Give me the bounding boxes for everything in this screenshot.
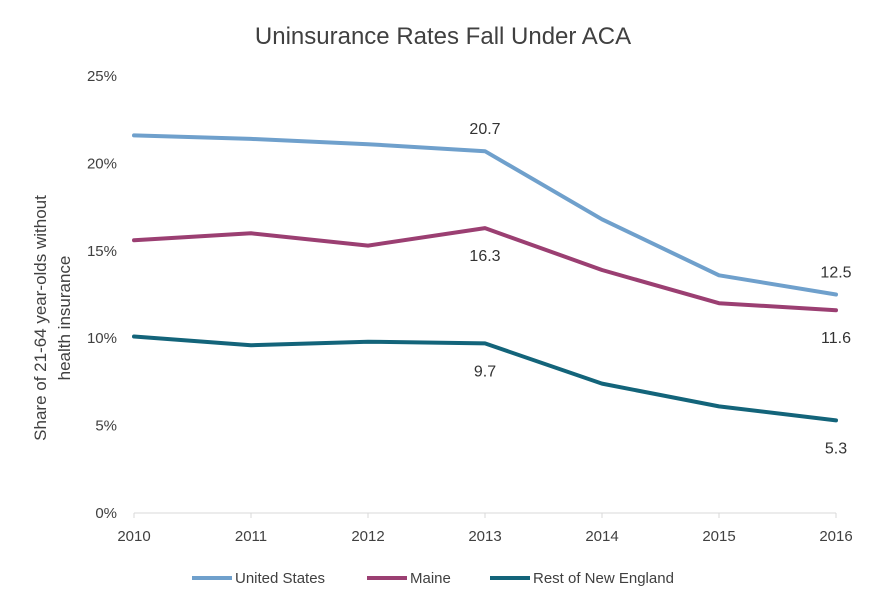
chart-title: Uninsurance Rates Fall Under ACA: [255, 23, 631, 50]
x-tick-marks: [133, 513, 837, 518]
y-tick-label: 5%: [95, 418, 117, 435]
series-lines: [132, 133, 838, 423]
series-line-maine: [132, 226, 838, 313]
series-line-rest-of-new-england: [132, 334, 838, 423]
y-axis-title-line-2: health insurance: [55, 256, 74, 381]
x-tick-label: 2016: [819, 528, 852, 545]
x-tick-label: 2010: [117, 528, 150, 545]
y-tick-label: 0%: [95, 505, 117, 522]
data-label: 20.7: [469, 121, 500, 138]
legend-label: United States: [235, 570, 325, 587]
y-tick-label: 25%: [87, 68, 117, 85]
series-line-united-states: [132, 133, 838, 297]
x-tick-labels: 2010 2011 2012 2013 2014 2015 2016: [117, 528, 852, 545]
x-tick-label: 2015: [702, 528, 735, 545]
data-label: 9.7: [474, 363, 496, 380]
data-labels: 20.7 12.5 16.3 11.6 9.7 5.3: [469, 121, 851, 457]
y-tick-label: 10%: [87, 330, 117, 347]
y-axis-title-line-1: Share of 21-64 year-olds without: [31, 195, 50, 441]
y-tick-labels: 0% 5% 10% 15% 20% 25%: [87, 68, 117, 522]
x-tick-label: 2014: [585, 528, 618, 545]
legend-label: Rest of New England: [533, 570, 674, 587]
data-label: 16.3: [469, 248, 500, 265]
y-tick-label: 20%: [87, 155, 117, 172]
legend-label: Maine: [410, 570, 451, 587]
data-label: 11.6: [821, 330, 851, 347]
y-axis-title: Share of 21-64 year-olds without health …: [31, 195, 74, 441]
data-label: 12.5: [820, 265, 851, 282]
legend: United States Maine Rest of New England: [192, 570, 674, 587]
y-tick-label: 15%: [87, 243, 117, 260]
x-tick-label: 2013: [468, 528, 501, 545]
data-label: 5.3: [825, 440, 847, 457]
x-tick-label: 2012: [351, 528, 384, 545]
x-tick-label: 2011: [235, 528, 267, 545]
